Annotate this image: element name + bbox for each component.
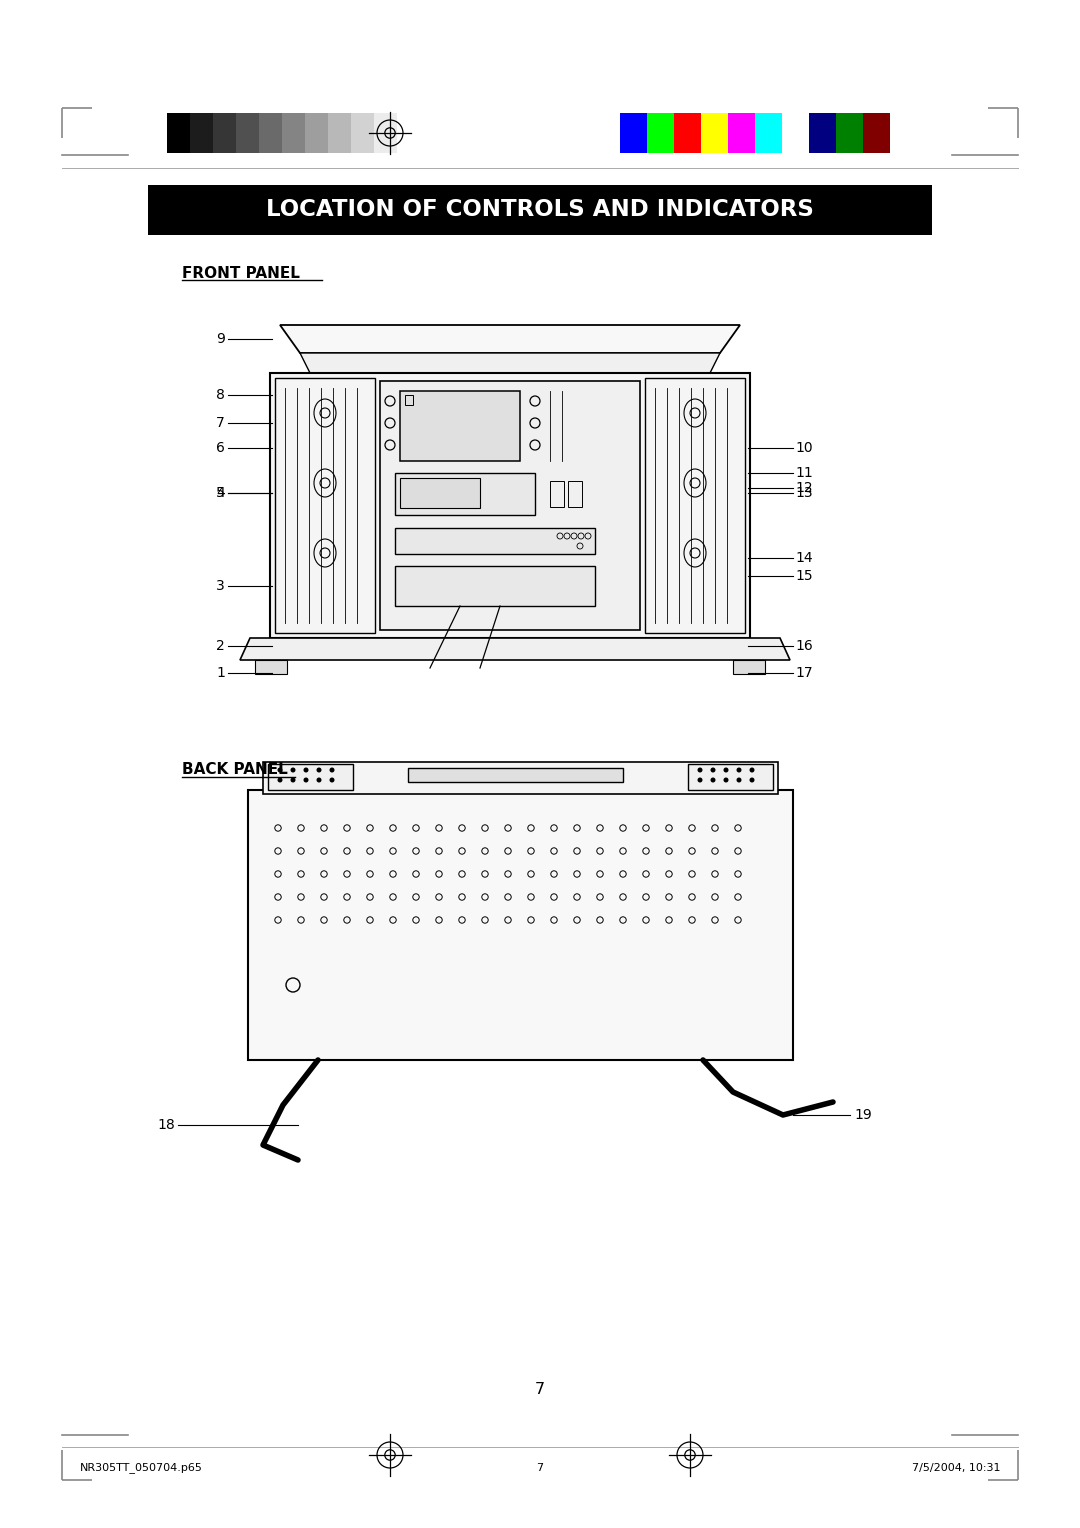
Polygon shape xyxy=(300,353,720,373)
Bar xyxy=(688,764,773,790)
Circle shape xyxy=(698,767,702,773)
Circle shape xyxy=(278,778,283,782)
Bar xyxy=(275,377,375,633)
Bar xyxy=(255,660,287,674)
Circle shape xyxy=(303,778,309,782)
Bar xyxy=(755,113,782,153)
Text: NR305TT_050704.p65: NR305TT_050704.p65 xyxy=(80,1462,203,1473)
Bar xyxy=(620,113,647,153)
Bar xyxy=(408,769,623,782)
Bar xyxy=(259,113,282,153)
Circle shape xyxy=(329,778,335,782)
Bar xyxy=(264,762,778,795)
Text: 13: 13 xyxy=(795,486,812,500)
Bar xyxy=(863,113,890,153)
Text: 7: 7 xyxy=(537,1462,543,1473)
Bar xyxy=(674,113,701,153)
Circle shape xyxy=(316,778,322,782)
Bar xyxy=(380,380,640,630)
Text: 7: 7 xyxy=(535,1383,545,1398)
Bar xyxy=(213,113,237,153)
Circle shape xyxy=(698,778,702,782)
Bar xyxy=(374,113,397,153)
Text: 4: 4 xyxy=(216,486,225,500)
Bar xyxy=(395,565,595,607)
Text: LOCATION OF CONTROLS AND INDICATORS: LOCATION OF CONTROLS AND INDICATORS xyxy=(266,199,814,222)
Circle shape xyxy=(737,778,742,782)
Circle shape xyxy=(737,767,742,773)
Bar xyxy=(248,790,793,1060)
Circle shape xyxy=(724,778,729,782)
Text: BACK PANEL: BACK PANEL xyxy=(183,762,287,778)
Bar xyxy=(728,113,755,153)
Circle shape xyxy=(711,778,715,782)
Bar xyxy=(190,113,213,153)
Bar xyxy=(395,474,535,515)
Bar xyxy=(237,113,259,153)
Text: 16: 16 xyxy=(795,639,813,652)
Text: 10: 10 xyxy=(795,442,812,455)
Text: 6: 6 xyxy=(216,442,225,455)
Text: 7/5/2004, 10:31: 7/5/2004, 10:31 xyxy=(912,1462,1000,1473)
Text: 9: 9 xyxy=(216,332,225,345)
Circle shape xyxy=(724,767,729,773)
Bar xyxy=(282,113,305,153)
Bar xyxy=(167,113,190,153)
Bar xyxy=(836,113,863,153)
Bar xyxy=(270,373,750,639)
Bar xyxy=(809,113,836,153)
Text: 11: 11 xyxy=(795,466,813,480)
Text: 17: 17 xyxy=(795,666,812,680)
Polygon shape xyxy=(240,639,789,660)
Text: 7: 7 xyxy=(216,416,225,429)
Text: 8: 8 xyxy=(216,388,225,402)
Bar xyxy=(782,113,809,153)
Circle shape xyxy=(711,767,715,773)
Circle shape xyxy=(316,767,322,773)
Text: 5: 5 xyxy=(216,486,225,500)
Bar xyxy=(268,764,353,790)
Bar xyxy=(701,113,728,153)
Text: 14: 14 xyxy=(795,552,812,565)
Bar xyxy=(550,481,564,507)
Bar xyxy=(397,113,420,153)
Text: FRONT PANEL: FRONT PANEL xyxy=(183,266,300,281)
Circle shape xyxy=(291,778,296,782)
Bar xyxy=(328,113,351,153)
Bar xyxy=(568,481,582,507)
Bar xyxy=(148,185,932,235)
Bar xyxy=(647,113,674,153)
Text: 15: 15 xyxy=(795,568,812,584)
Circle shape xyxy=(750,778,755,782)
Bar xyxy=(305,113,328,153)
Bar xyxy=(351,113,374,153)
Circle shape xyxy=(291,767,296,773)
Polygon shape xyxy=(280,325,740,353)
Text: 12: 12 xyxy=(795,481,812,495)
Text: 2: 2 xyxy=(216,639,225,652)
Bar xyxy=(645,377,745,633)
Text: 18: 18 xyxy=(158,1118,175,1132)
Circle shape xyxy=(278,767,283,773)
Circle shape xyxy=(329,767,335,773)
Text: 3: 3 xyxy=(216,579,225,593)
Bar xyxy=(733,660,765,674)
Text: 1: 1 xyxy=(216,666,225,680)
Circle shape xyxy=(303,767,309,773)
Bar xyxy=(395,529,595,555)
Text: 19: 19 xyxy=(854,1108,872,1122)
Bar xyxy=(400,478,480,507)
Circle shape xyxy=(750,767,755,773)
Bar xyxy=(405,396,413,405)
Bar xyxy=(400,391,519,461)
